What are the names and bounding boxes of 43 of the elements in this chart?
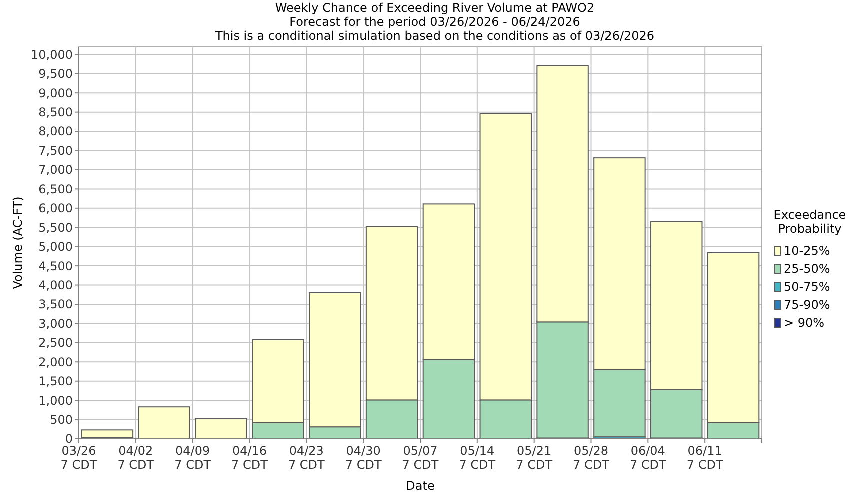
y-tick-label: 6,500 (38, 182, 73, 196)
y-axis-title: Volume (AC-FT) (11, 196, 25, 290)
x-tick-label: 05/28 7 CDT (573, 444, 610, 472)
legend-title: Exceedance Probability (774, 208, 846, 236)
y-tick-label: 8,500 (38, 106, 73, 120)
y-tick-label: 9,500 (38, 67, 73, 82)
legend-label: > 90% (784, 316, 825, 330)
y-tick-label: 7,000 (38, 163, 73, 178)
legend-label: 50-75% (784, 280, 830, 294)
x-tick-label: 05/14 7 CDT (459, 444, 496, 472)
chart-title: Weekly Chance of Exceeding River Volume at PAWO2 (275, 1, 595, 15)
legend-label: 75-90% (784, 298, 830, 312)
y-tick-label: 9,000 (38, 86, 73, 100)
y-tick-label: 10,000 (31, 48, 73, 62)
y-tick-label: 7,500 (38, 144, 73, 158)
y-tick-label: 5,000 (38, 240, 73, 254)
y-tick-label: 1,500 (38, 374, 73, 389)
y-tick-label: 2,500 (38, 336, 73, 350)
legend-label: 10-25% (784, 244, 830, 258)
x-tick-label: 04/09 7 CDT (174, 444, 212, 472)
x-tick-label: 05/07 7 CDT (402, 444, 440, 472)
x-tick-label: 06/11 7 CDT (686, 444, 724, 472)
x-tick-label: 04/02 7 CDT (118, 444, 155, 472)
y-tick-label: 1,000 (38, 394, 73, 408)
x-tick-label: 06/04 7 CDT (630, 444, 668, 472)
x-axis-title: Date (406, 479, 435, 493)
x-tick-label: 04/16 7 CDT (232, 444, 269, 472)
y-tick-label: 2,000 (38, 355, 73, 370)
x-tick-label: 04/30 7 CDT (345, 444, 382, 472)
y-tick-label: 3,500 (38, 298, 73, 312)
y-tick-label: 8,000 (38, 124, 73, 139)
y-tick-label: 500 (50, 412, 73, 427)
y-tick-label: 4,000 (38, 278, 73, 292)
chart-subtitle: Forecast for the period 03/26/2026 - 06/24/2026 This is a conditional simulation based on the conditions as of 03/26/2026 (214, 15, 655, 43)
y-tick-label: 5,500 (38, 220, 73, 235)
legend-label: 25-50% (784, 262, 830, 276)
y-tick-label: 0 (65, 432, 73, 446)
y-tick-label: 6,000 (38, 202, 73, 216)
x-tick-label: 04/23 7 CDT (288, 444, 326, 472)
x-tick-label: 05/21 7 CDT (516, 444, 554, 472)
x-tick-label: 03/26 7 CDT (60, 444, 98, 472)
y-tick-label: 3,000 (38, 316, 73, 331)
y-tick-label: 4,500 (38, 259, 73, 274)
